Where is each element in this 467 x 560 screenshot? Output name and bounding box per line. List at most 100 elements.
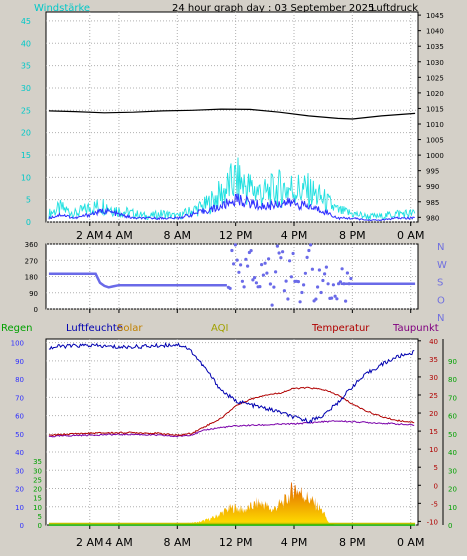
temperature-tick-label: 40 (429, 338, 438, 346)
x-tick-label: 8 PM (339, 229, 366, 242)
wind-direction-point (340, 267, 344, 271)
wind-direction-point (345, 271, 349, 275)
wind-direction-point (286, 297, 290, 301)
compass-label: O (437, 295, 445, 306)
percent-tick-label: 20 (448, 486, 457, 494)
pressure-tick-label: 1045 (426, 12, 444, 20)
x-tick-label: 12 PM (219, 536, 253, 549)
humidity-tick-label: 50 (15, 431, 24, 439)
percent-tick-label: 10 (448, 504, 457, 512)
solar-tick-label: 0 (38, 522, 42, 530)
wind-direction-point (254, 281, 258, 285)
humidity-series-line (48, 341, 415, 424)
pressure-tick-label: 1040 (426, 28, 444, 36)
pressure-tick-label: 995 (426, 168, 439, 176)
temperature-tick-label: 10 (429, 446, 438, 454)
wind-direction-point (291, 251, 295, 256)
solar-tick-label: 30 (33, 467, 42, 475)
climate-panel (45, 338, 419, 526)
pressure-tick-label: 1000 (426, 152, 444, 160)
percent-tick-label: 0 (448, 522, 452, 530)
wind-direction-point (323, 272, 327, 276)
wind-tick-label: 15 (21, 151, 31, 160)
humidity-tick-label: 0 (20, 522, 24, 530)
wind-direction-point (249, 249, 253, 253)
percent-tick-label: 30 (448, 467, 457, 475)
wind-direction-point (316, 285, 320, 289)
wind-direction-point (281, 250, 285, 254)
compass-label: N (437, 242, 444, 253)
humidity-tick-label: 90 (15, 358, 24, 366)
wind-direction-point (237, 270, 241, 274)
wind-direction-point (303, 271, 307, 275)
solar-tick-label: 15 (33, 495, 42, 503)
legend-humidity: Luftfeuchte (66, 323, 123, 334)
right-axis-title: Luftdruck (371, 3, 418, 14)
wind-direction-point (326, 282, 330, 286)
temperature-tick-label: 5 (434, 464, 438, 472)
chart-axes: 2 AM 4 AM 8 AM 12 PM 4 PM 8 PM 0 AM2 AM 4 AM 8 A… (11, 12, 457, 549)
x-tick-label: 4 AM (105, 536, 133, 549)
pressure-tick-label: 1015 (426, 105, 444, 113)
wind-direction-point (284, 279, 288, 283)
legend-dewpoint: Taupunkt (392, 323, 439, 334)
wind-tick-label: 35 (21, 62, 31, 71)
x-tick-label: 4 AM (105, 229, 133, 242)
wind-direction-point (331, 283, 335, 287)
humidity-tick-label: 10 (15, 504, 24, 512)
percent-tick-label: 60 (448, 413, 457, 421)
percent-tick-label: 50 (448, 431, 457, 439)
solar-area (155, 482, 338, 525)
direction-tick-label: 0 (34, 306, 38, 314)
wind-direction-point (319, 290, 323, 295)
direction-tick-label: 270 (25, 257, 38, 265)
pressure-tick-label: 1020 (426, 90, 444, 98)
wind-direction-point (251, 278, 255, 282)
wind-direction-point (228, 286, 232, 290)
wind-direction-point (267, 257, 271, 261)
wind-direction-point (261, 273, 265, 277)
humidity-tick-label: 40 (15, 449, 24, 457)
wind-direction-point (235, 258, 239, 262)
pressure-tick-label: 1030 (426, 59, 444, 67)
pressure-tick-label: 1005 (426, 137, 444, 145)
x-tick-label: 0 AM (397, 229, 425, 242)
wind-tick-label: 10 (21, 173, 31, 182)
wind-direction-point (239, 263, 243, 267)
wind-direction-point (275, 244, 279, 248)
chart-title: 24 hour graph day : 03 September 2025 (172, 3, 374, 14)
humidity-tick-label: 70 (15, 394, 24, 402)
wind-tick-label: 45 (21, 17, 31, 26)
pressure-tick-label: 980 (426, 214, 439, 222)
legend-aqi: AQI (211, 323, 229, 334)
wind-direction-point (253, 276, 257, 280)
wind-panel-grid (46, 12, 418, 226)
wind-direction-point (330, 296, 334, 300)
percent-tick-label: 80 (448, 376, 457, 384)
solar-tick-label: 10 (33, 504, 42, 512)
pressure-tick-label: 1035 (426, 43, 444, 51)
pressure-tick-label: 985 (426, 199, 439, 207)
wind-direction-point (307, 248, 311, 253)
temperature-tick-label: 0 (434, 482, 438, 490)
x-tick-label: 2 AM (76, 229, 104, 242)
humidity-tick-label: 20 (15, 486, 24, 494)
legend-solar: Solar (117, 323, 143, 334)
wind-tick-label: 30 (21, 84, 31, 93)
temperature-tick-label: -10 (427, 518, 438, 526)
legend-temperature: Temperatur (311, 323, 370, 334)
wind-direction-point (270, 303, 274, 307)
temperature-tick-label: 30 (429, 374, 438, 382)
x-tick-label: 0 AM (397, 536, 425, 549)
wind-direction-point (230, 248, 234, 253)
gust-series-line (48, 157, 416, 221)
temperature-tick-label: 25 (429, 392, 438, 400)
wind-direction-point (246, 264, 250, 268)
percent-tick-label: 40 (448, 449, 457, 457)
humidity-tick-label: 60 (15, 413, 24, 421)
wind-direction-point (317, 268, 321, 272)
x-tick-label: 8 AM (164, 229, 192, 242)
wind-direction-point (260, 263, 264, 267)
